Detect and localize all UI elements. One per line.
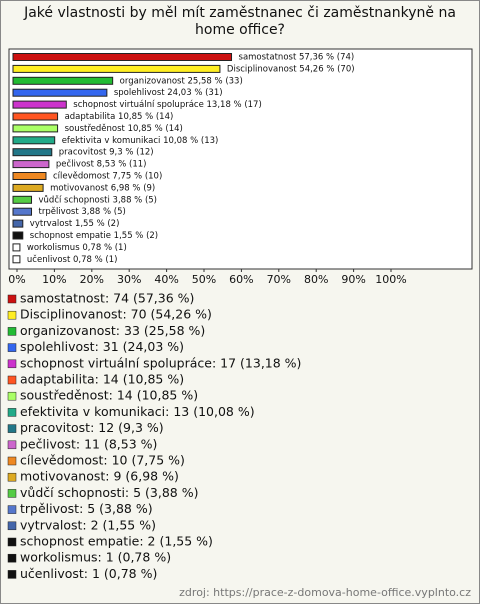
title-box: Jaké vlastnosti by měl mít zaměstnanec č…: [24, 5, 456, 38]
legend-label: vůdčí schopnosti: 5 (3,88 %): [20, 485, 198, 500]
x-tick-label: 0%: [8, 273, 25, 286]
bar: [12, 53, 233, 61]
legend-label: trpělivost: 5 (3,88 %): [20, 501, 153, 516]
source: zdroj: https://prace-z-domova-home-offic…: [179, 586, 471, 599]
legend-swatch: [7, 521, 17, 531]
bar: [12, 255, 21, 264]
bar-label: pracovitost 9,3 % (12): [59, 148, 154, 158]
bar: [12, 183, 44, 192]
legend-label: pečlivost: 11 (8,53 %): [20, 436, 157, 451]
x-tick-label: 20%: [80, 273, 104, 286]
bar: [12, 207, 33, 216]
legend-label: učenlivost: 1 (0,78 %): [20, 566, 157, 581]
legend-label: efektivita v komunikaci: 13 (10,08 %): [20, 404, 255, 419]
chart-title: Jaké vlastnosti by měl mít zaměstnanec č…: [24, 5, 456, 38]
bar: [12, 124, 59, 133]
bar-label: učenlivost 0,78 % (1): [27, 254, 118, 265]
x-tick-label: 80%: [304, 273, 328, 286]
bar: [12, 231, 24, 240]
bar: [12, 148, 53, 157]
legend-label: schopnost empatie: 2 (1,55 %): [20, 534, 213, 549]
bar: [12, 88, 108, 97]
legend-swatch: [7, 408, 17, 417]
legend-label: vytrvalost: 2 (1,55 %): [20, 517, 156, 532]
bar-label: Disciplinovanost 54,26 % (70): [227, 64, 355, 74]
bar-label: cílevědomost 7,75 % (10): [53, 172, 162, 182]
legend-swatch: [7, 375, 17, 385]
legend-swatch: [7, 359, 17, 369]
bar: [12, 172, 47, 180]
legend-swatch: [7, 456, 17, 466]
x-tick-label: 40%: [154, 273, 178, 286]
legend-label: pracovitost: 12 (9,3 %): [20, 420, 164, 435]
legend-swatch: [7, 294, 17, 304]
bar-label: vytrvalost 1,55 % (2): [30, 219, 120, 229]
bar-label: samostatnost 57,36 % (74): [239, 53, 355, 63]
bar-label: spolehlivost 24,03 % (31): [114, 88, 223, 98]
bar: [12, 160, 50, 169]
bar: [12, 100, 67, 109]
legend-swatch: [7, 327, 17, 336]
legend-label: workolismus: 1 (0,78 %): [20, 550, 171, 565]
legend-swatch: [7, 553, 17, 563]
legend-swatch: [7, 343, 17, 352]
legend-label: adaptabilita: 14 (10,85 %): [20, 372, 184, 387]
bar: [12, 76, 114, 85]
plot-area: [8, 48, 473, 270]
legend-label: spolehlivost: 31 (24,03 %): [20, 339, 184, 354]
legend-swatch: [7, 505, 17, 514]
legend-swatch: [7, 391, 17, 401]
legend-swatch: [7, 440, 17, 450]
bar-label: organizovanost 25,58 % (33): [120, 76, 243, 86]
legend-label: samostatnost: 74 (57,36 %): [20, 291, 194, 306]
bar-label: schopnost virtuální spolupráce 13,18 % (…: [73, 100, 262, 110]
legend-swatch: [7, 570, 17, 579]
bar: [12, 136, 56, 145]
bar-label: soustředěnost 10,85 % (14): [65, 124, 183, 134]
legend-label: cílevědomost: 10 (7,75 %): [20, 453, 185, 468]
x-tick-label: 90%: [341, 273, 365, 286]
legend-label: soustředěnost: 14 (10,85 %): [20, 388, 198, 403]
bar-label: adaptabilita 10,85 % (14): [65, 112, 174, 122]
legend-swatch: [7, 424, 17, 433]
legend-label: Disciplinovanost: 70 (54,26 %): [20, 307, 212, 322]
legend-label: organizovanost: 33 (25,58 %): [20, 323, 205, 338]
x-tick-label: 60%: [229, 273, 253, 286]
bar-label: pečlivost 8,53 % (11): [56, 159, 147, 170]
x-tick-label: 50%: [192, 273, 216, 286]
bar-label: workolismus 0,78 % (1): [27, 243, 127, 253]
bar-label: motivovanost 6,98 % (9): [50, 183, 155, 193]
bar: [12, 243, 21, 252]
legend-label: motivovanost: 9 (6,98 %): [20, 469, 179, 484]
x-tick-label: 100%: [375, 273, 406, 286]
bar-label: efektivita v komunikaci 10,08 % (13): [62, 136, 219, 146]
x-tick-label: 30%: [117, 273, 141, 286]
x-tick-label: 70%: [267, 273, 291, 286]
bar-label: vůdčí schopnosti 3,88 % (5): [39, 194, 158, 205]
legend-label: schopnost virtuální spolupráce: 17 (13,1…: [20, 355, 301, 370]
bar: [12, 112, 59, 121]
legend-swatch: [7, 537, 17, 547]
bar: [12, 195, 33, 204]
legend-swatch: [7, 489, 17, 498]
bar: [12, 219, 24, 228]
bar-label: trpělivost 3,88 % (5): [39, 207, 126, 217]
legend-swatch: [7, 310, 17, 320]
bar: [12, 64, 221, 73]
x-tick-label: 10%: [42, 273, 66, 286]
legend-swatch: [7, 472, 17, 482]
bar-label: schopnost empatie 1,55 % (2): [30, 231, 158, 241]
